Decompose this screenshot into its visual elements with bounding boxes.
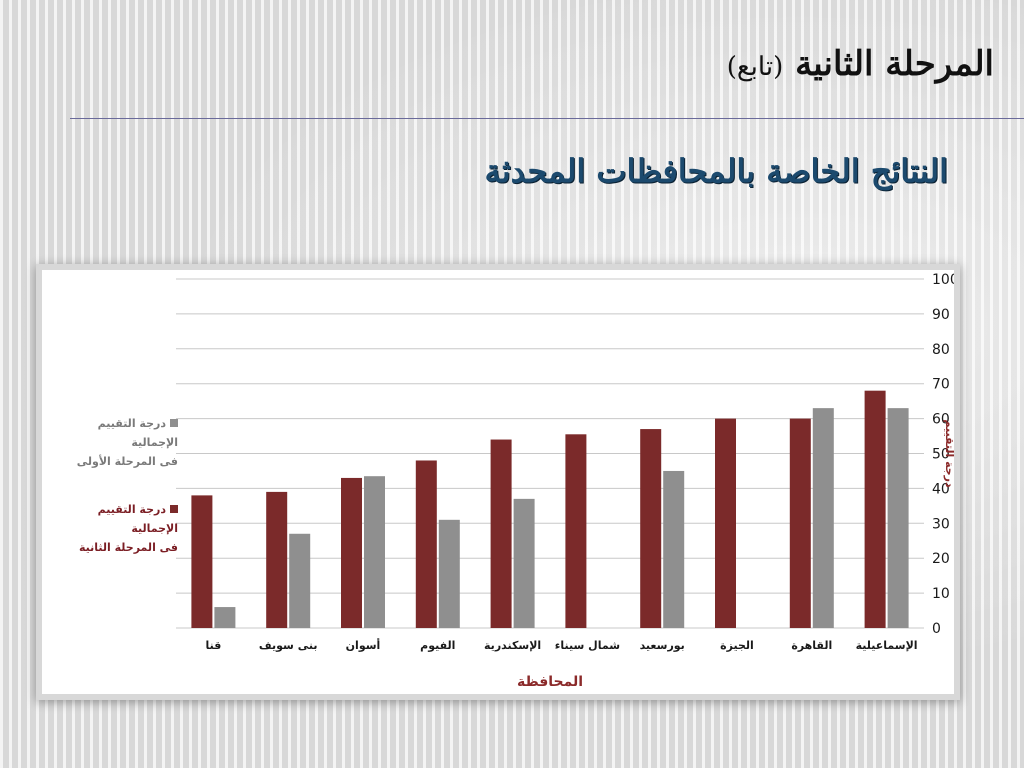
x-tick-label: بنى سويف (259, 639, 318, 652)
bar-phase2 (490, 439, 512, 628)
bar-phase1 (289, 533, 311, 628)
legend-phase2-line1: درجة التقييم الإجمالية (97, 503, 178, 535)
title-divider (70, 118, 1024, 119)
y-tick-label: 50 (932, 447, 950, 463)
legend-phase1-line1: درجة التقييم الإجمالية (97, 417, 178, 449)
slide-title: المرحلة الثانية (تابع) (727, 44, 994, 84)
y-tick-label: 90 (932, 307, 950, 323)
y-tick-label: 60 (932, 412, 950, 428)
bar-chart: 0 10 20 30 40 50 60 70 80 90 100 قنا بنى سويف أسوان ال… (176, 272, 954, 690)
y-tick-label: 80 (932, 342, 950, 358)
y-tick-label: 40 (932, 481, 950, 497)
bar-phase2 (715, 418, 736, 628)
y-tick-label: 100 (932, 272, 954, 288)
x-tick-label: قنا (205, 639, 221, 652)
x-tick-label: بورسعيد (640, 639, 685, 652)
x-tick-label: شمال سيناء (555, 639, 620, 652)
y-axis-label: درجة التقييم (943, 419, 954, 488)
bar-phase2 (864, 390, 886, 628)
legend-swatch-phase1 (170, 419, 178, 427)
bar-phase1 (887, 408, 909, 628)
y-tick-label: 20 (932, 551, 950, 567)
x-tick-label: الإسماعيلية (856, 639, 918, 652)
bar-phase1 (513, 498, 535, 628)
x-tick-label: القاهرة (791, 639, 832, 652)
bar-phase2 (565, 434, 587, 628)
slide-subtitle: النتائج الخاصة بالمحافظات المحدثة (484, 152, 948, 190)
legend-swatch-phase2 (170, 505, 178, 513)
bar-phase2 (640, 429, 662, 628)
bar-phase2 (191, 495, 213, 628)
y-tick-label: 10 (932, 586, 950, 602)
x-tick-label: أسوان (346, 638, 381, 652)
x-tick-label: الفيوم (420, 639, 455, 652)
legend-phase2-line2: فى المرحلة الثانية (78, 541, 178, 554)
y-tick-label: 30 (932, 516, 950, 532)
title-paren: (تابع) (726, 52, 784, 82)
bar-phase1 (663, 470, 685, 628)
y-tick-label: 70 (932, 377, 950, 393)
bar-phase2 (415, 460, 437, 628)
chart-frame: 0 10 20 30 40 50 60 70 80 90 100 قنا بنى سويف أسوان ال… (36, 264, 960, 700)
bar-phase1 (364, 476, 385, 628)
bar-phase1 (438, 519, 460, 628)
title-main: المرحلة الثانية (795, 44, 994, 84)
bar-phase1 (214, 607, 236, 628)
x-axis-label: المحافظة (517, 674, 583, 690)
bar-phase2 (341, 477, 362, 628)
x-tick-label: الجيزة (720, 639, 754, 652)
bar-phase2 (266, 491, 288, 628)
y-tick-label: 0 (932, 621, 941, 637)
legend-phase1-line2: فى المرحلة الأولى (76, 455, 178, 468)
x-tick-label: الإسكندرية (484, 639, 541, 652)
legend-entry-phase1: درجة التقييم الإجمالية فى المرحلة الأولى (48, 414, 178, 471)
bar-phase1 (812, 408, 834, 628)
bar-phase2 (789, 418, 811, 628)
legend-entry-phase2: درجة التقييم الإجمالية فى المرحلة الثاني… (48, 500, 178, 557)
